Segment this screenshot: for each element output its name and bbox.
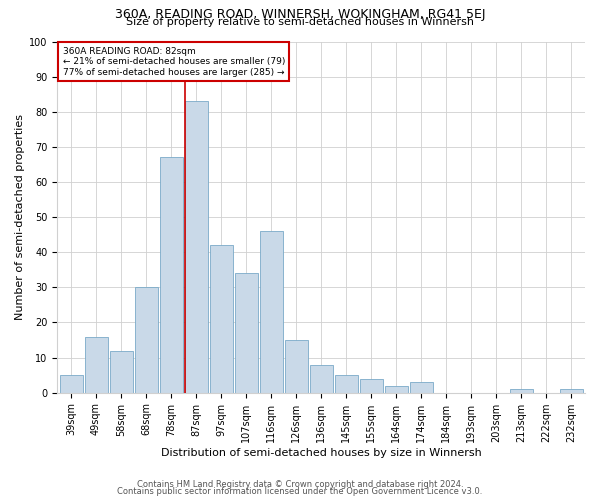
Bar [385,386,407,392]
Bar [310,364,332,392]
Bar [260,231,283,392]
Y-axis label: Number of semi-detached properties: Number of semi-detached properties [15,114,25,320]
Text: Contains HM Land Registry data © Crown copyright and database right 2024.: Contains HM Land Registry data © Crown c… [137,480,463,489]
Bar [134,288,158,393]
Text: 360A, READING ROAD, WINNERSH, WOKINGHAM, RG41 5EJ: 360A, READING ROAD, WINNERSH, WOKINGHAM,… [115,8,485,21]
Bar [160,158,182,392]
Bar [185,101,208,392]
Bar [560,389,583,392]
Text: 360A READING ROAD: 82sqm
← 21% of semi-detached houses are smaller (79)
77% of s: 360A READING ROAD: 82sqm ← 21% of semi-d… [62,47,285,76]
Bar [85,336,107,392]
Bar [59,375,83,392]
Text: Size of property relative to semi-detached houses in Winnersh: Size of property relative to semi-detach… [126,17,474,27]
Bar [209,245,233,392]
Bar [235,274,257,392]
Bar [284,340,308,392]
X-axis label: Distribution of semi-detached houses by size in Winnersh: Distribution of semi-detached houses by … [161,448,482,458]
Bar [510,389,533,392]
Bar [110,350,133,393]
Bar [335,375,358,392]
Bar [359,378,383,392]
Bar [410,382,433,392]
Text: Contains public sector information licensed under the Open Government Licence v3: Contains public sector information licen… [118,487,482,496]
